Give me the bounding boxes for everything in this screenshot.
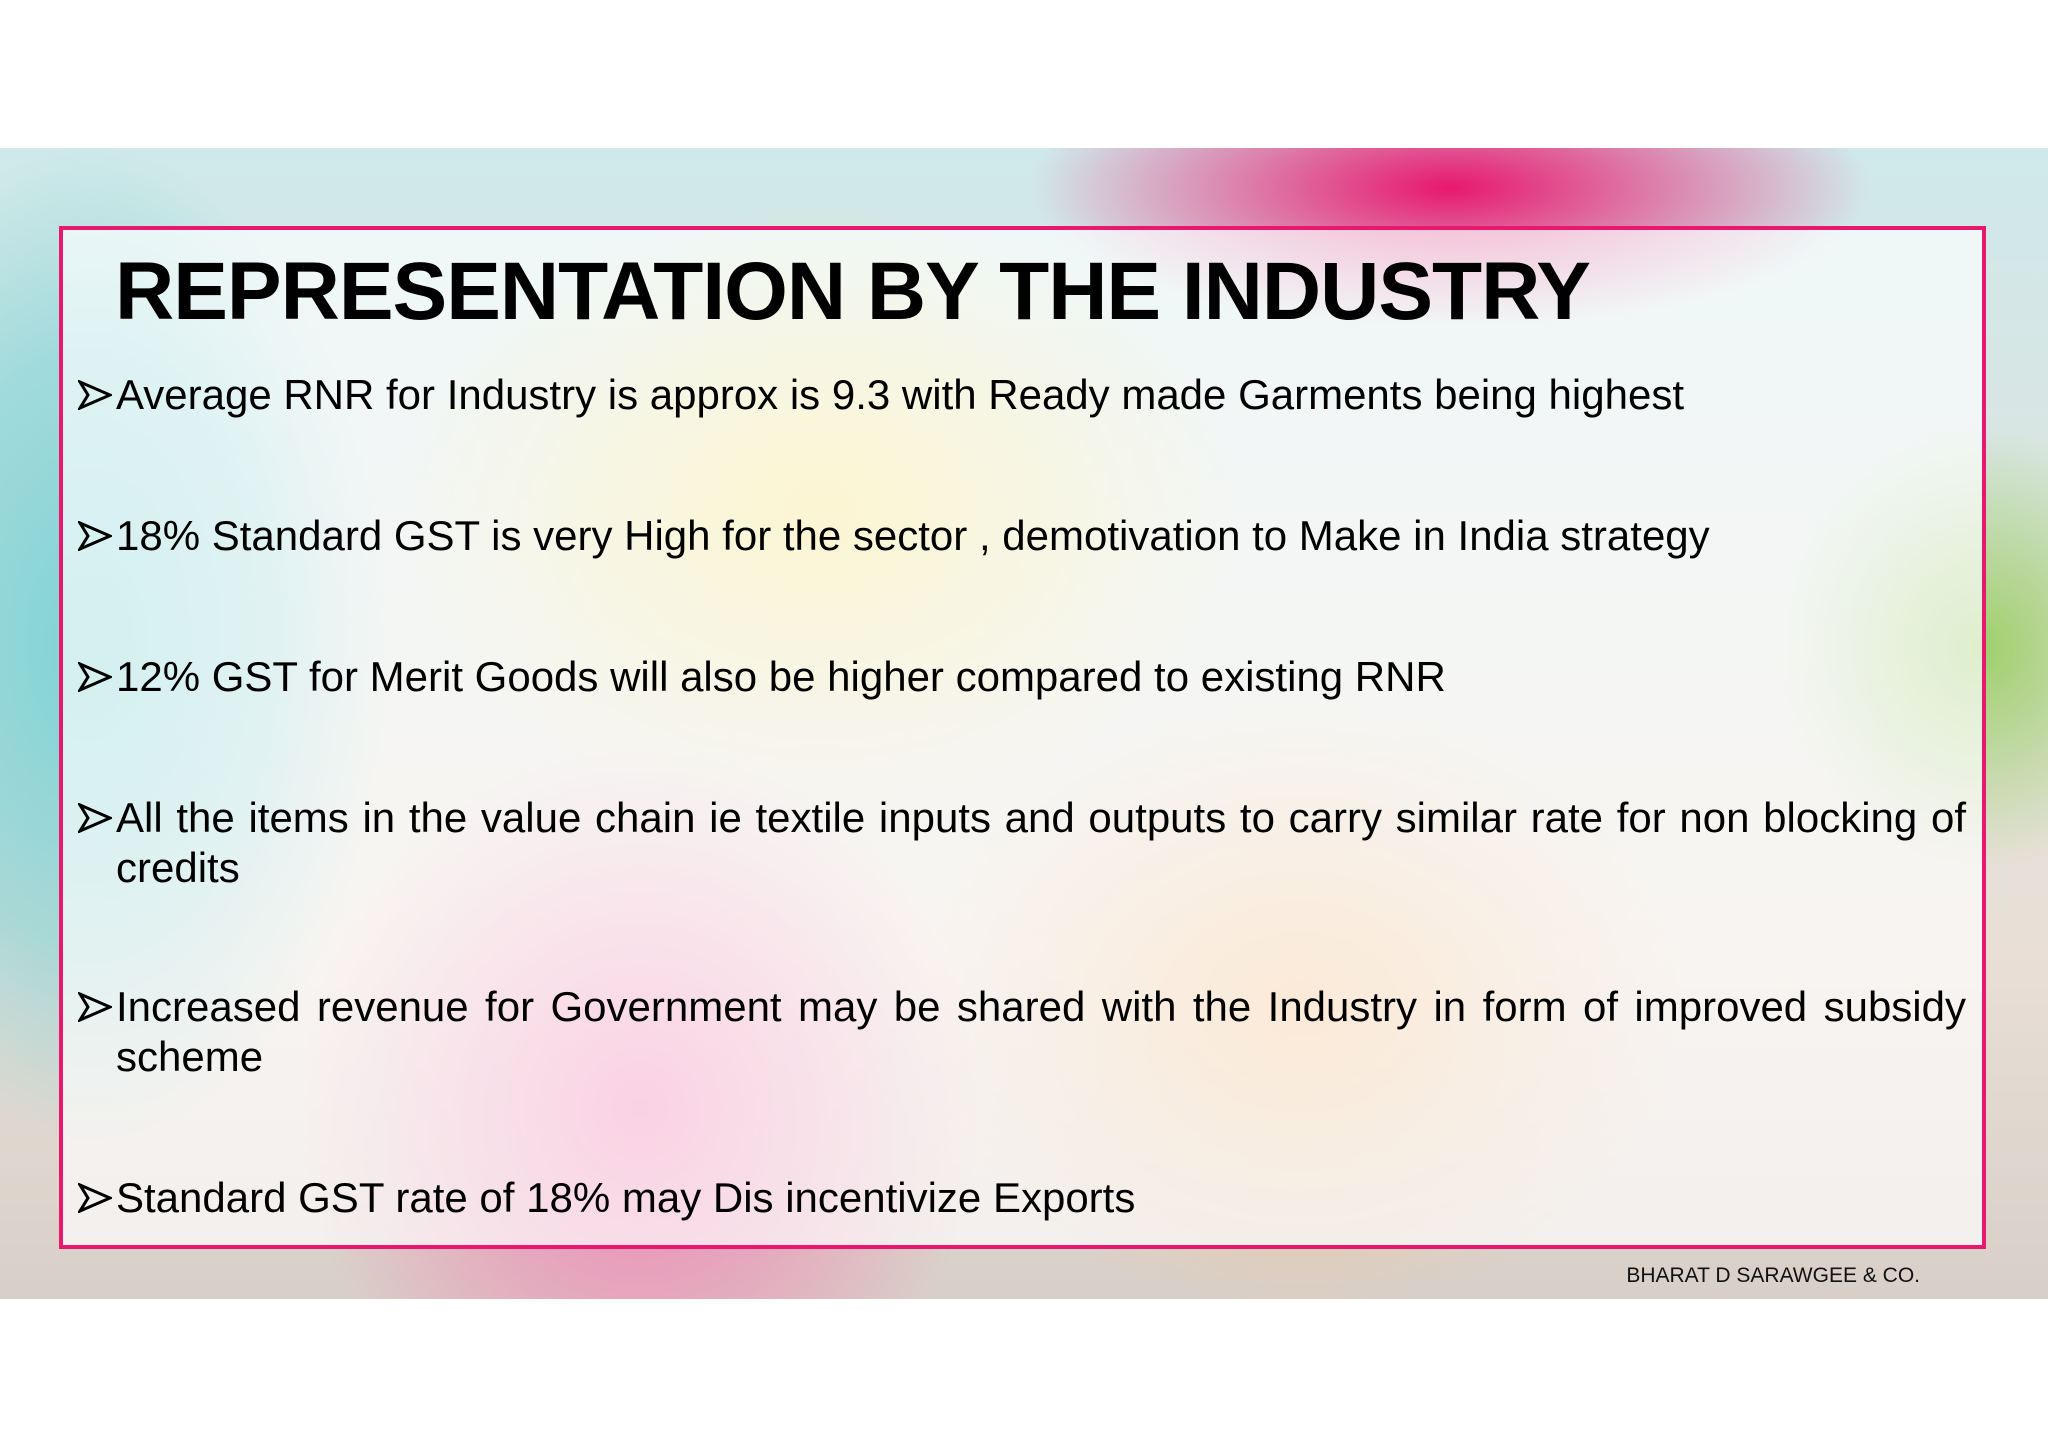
bullet-arrow bbox=[78, 992, 112, 1022]
bullet-arrow bbox=[78, 803, 112, 833]
bullet-text: Average RNR for Industry is approx is 9.… bbox=[116, 371, 1684, 418]
bullet-item: Increased revenue for Government may be … bbox=[78, 982, 1966, 1082]
content-frame bbox=[59, 226, 1986, 1249]
slide-title: REPRESENTATION BY THE INDUSTRY bbox=[115, 246, 1591, 337]
bullet-arrow bbox=[78, 662, 112, 692]
bullet-text: Standard GST rate of 18% may Dis incenti… bbox=[116, 1174, 1136, 1221]
bullet-item: Average RNR for Industry is approx is 9.… bbox=[78, 370, 1966, 420]
bullet-item: All the items in the value chain ie text… bbox=[78, 793, 1966, 893]
bullet-arrow bbox=[78, 521, 112, 551]
bullet-text: All the items in the value chain ie text… bbox=[116, 794, 1966, 891]
bullet-item: 12% GST for Merit Goods will also be hig… bbox=[78, 652, 1966, 702]
bullet-text: Increased revenue for Government may be … bbox=[116, 983, 1966, 1080]
bullet-item: Standard GST rate of 18% may Dis incenti… bbox=[78, 1173, 1966, 1223]
bullet-arrow bbox=[78, 380, 112, 410]
bullet-text: 12% GST for Merit Goods will also be hig… bbox=[116, 653, 1446, 700]
bullet-item: 18% Standard GST is very High for the se… bbox=[78, 511, 1966, 561]
footer: BHARAT D SARAWGEE & CO. bbox=[1626, 1264, 1920, 1287]
bullet-arrow bbox=[78, 1183, 112, 1213]
bullet-text: 18% Standard GST is very High for the se… bbox=[116, 512, 1710, 559]
